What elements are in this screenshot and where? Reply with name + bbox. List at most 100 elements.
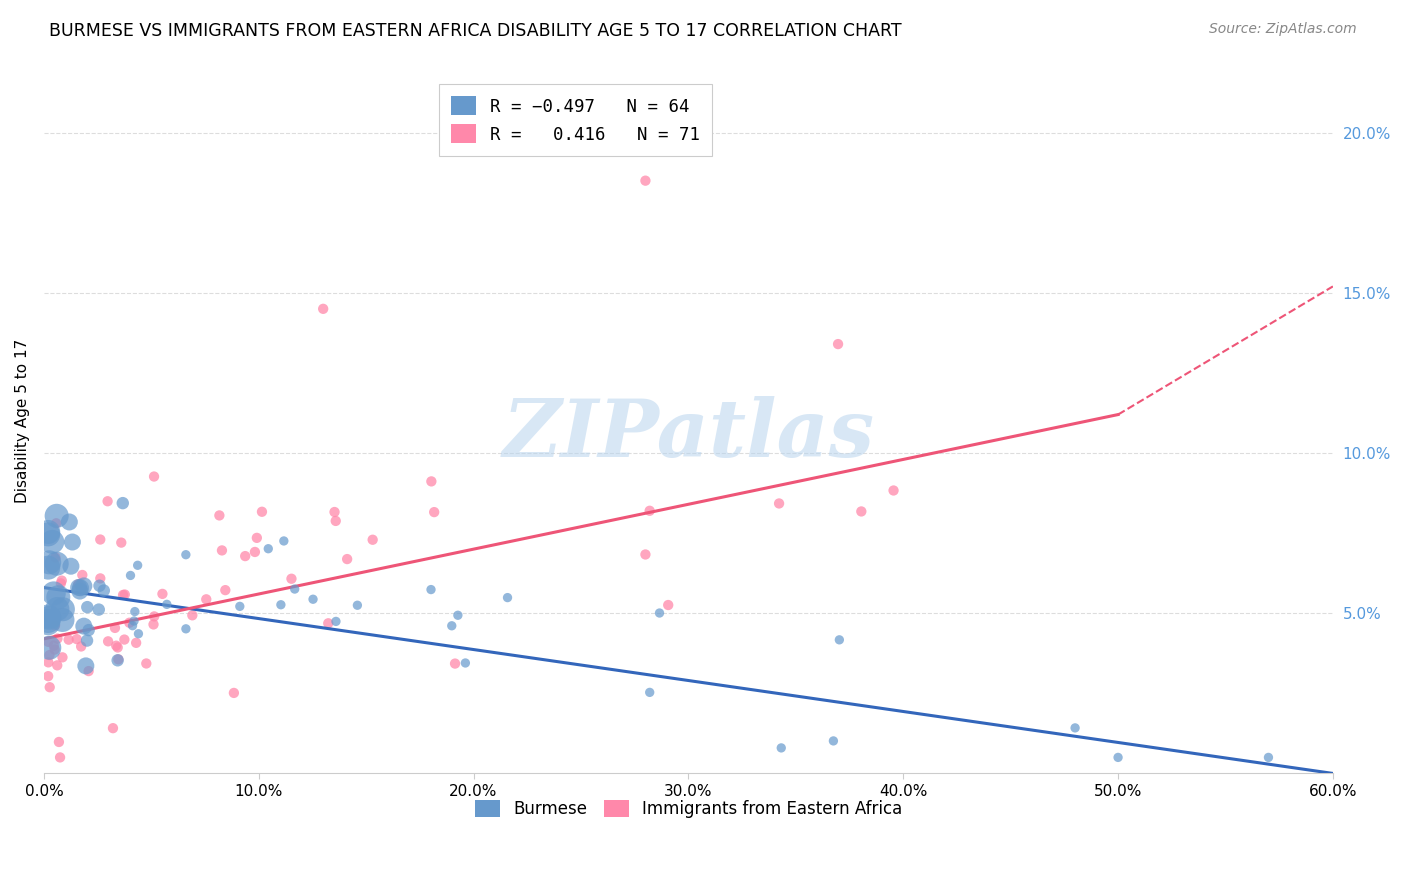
Point: [496, 591, 519, 605]
Point: [37, 656, 59, 670]
Point: [143, 469, 166, 483]
Point: [124, 605, 146, 619]
Point: [152, 587, 174, 601]
Point: [302, 592, 325, 607]
Point: [42, 639, 65, 653]
Point: [48, 735, 70, 749]
Point: [1257, 750, 1279, 764]
Point: [112, 588, 135, 602]
Point: [325, 514, 347, 528]
Point: [243, 545, 266, 559]
Point: [280, 572, 302, 586]
Point: [51, 613, 73, 627]
Point: [828, 632, 851, 647]
Point: [66, 632, 89, 647]
Point: [361, 533, 384, 547]
Point: [420, 582, 443, 597]
Point: [156, 598, 179, 612]
Point: [827, 337, 849, 351]
Point: [142, 617, 165, 632]
Point: [110, 535, 132, 549]
Point: [67, 577, 90, 591]
Point: [73, 619, 96, 633]
Point: [37, 560, 59, 574]
Point: [77, 664, 100, 678]
Point: [634, 548, 657, 562]
Point: [325, 615, 347, 629]
Point: [135, 657, 157, 671]
Point: [120, 568, 142, 582]
Point: [420, 475, 443, 489]
Point: [125, 636, 148, 650]
Point: [1064, 721, 1087, 735]
Point: [46, 632, 69, 646]
Point: [45, 508, 67, 523]
Point: [44, 550, 66, 565]
Point: [38, 648, 60, 662]
Point: [634, 174, 657, 188]
Point: [60, 535, 83, 549]
Point: [122, 614, 145, 628]
Point: [211, 543, 233, 558]
Point: [37, 609, 59, 624]
Point: [69, 581, 91, 595]
Point: [104, 621, 127, 635]
Point: [45, 516, 67, 531]
Point: [58, 632, 80, 647]
Point: [768, 496, 790, 510]
Point: [73, 579, 96, 593]
Point: [44, 642, 66, 657]
Point: [72, 568, 94, 582]
Point: [69, 584, 91, 599]
Point: [312, 301, 335, 316]
Point: [52, 602, 75, 616]
Point: [76, 600, 98, 615]
Point: [823, 734, 845, 748]
Point: [89, 533, 111, 547]
Point: [77, 623, 100, 637]
Point: [323, 505, 346, 519]
Point: [883, 483, 905, 498]
Point: [46, 658, 69, 673]
Point: [208, 508, 231, 523]
Point: [76, 633, 98, 648]
Point: [51, 574, 73, 588]
Point: [440, 619, 463, 633]
Point: [770, 740, 793, 755]
Point: [447, 608, 470, 623]
Point: [38, 680, 60, 694]
Point: [273, 533, 295, 548]
Point: [105, 639, 128, 653]
Point: [222, 686, 245, 700]
Point: [181, 608, 204, 623]
Point: [657, 598, 679, 612]
Point: [851, 504, 873, 518]
Point: [38, 640, 60, 655]
Point: [316, 616, 339, 631]
Text: BURMESE VS IMMIGRANTS FROM EASTERN AFRICA DISABILITY AGE 5 TO 17 CORRELATION CHA: BURMESE VS IMMIGRANTS FROM EASTERN AFRIC…: [49, 22, 901, 40]
Point: [70, 640, 93, 654]
Point: [101, 721, 124, 735]
Point: [37, 635, 59, 649]
Point: [41, 534, 63, 549]
Text: ZIPatlas: ZIPatlas: [502, 396, 875, 474]
Point: [250, 505, 273, 519]
Point: [44, 618, 66, 632]
Point: [97, 494, 120, 508]
Point: [143, 609, 166, 624]
Point: [42, 586, 65, 600]
Point: [87, 602, 110, 616]
Point: [346, 599, 368, 613]
Point: [270, 598, 292, 612]
Point: [107, 640, 129, 655]
Point: [112, 632, 135, 647]
Legend: Burmese, Immigrants from Eastern Africa: Burmese, Immigrants from Eastern Africa: [468, 794, 908, 825]
Point: [214, 583, 236, 598]
Point: [75, 659, 97, 673]
Point: [284, 582, 307, 596]
Point: [89, 579, 111, 593]
Point: [638, 504, 661, 518]
Point: [45, 557, 67, 571]
Point: [38, 611, 60, 625]
Point: [46, 602, 69, 616]
